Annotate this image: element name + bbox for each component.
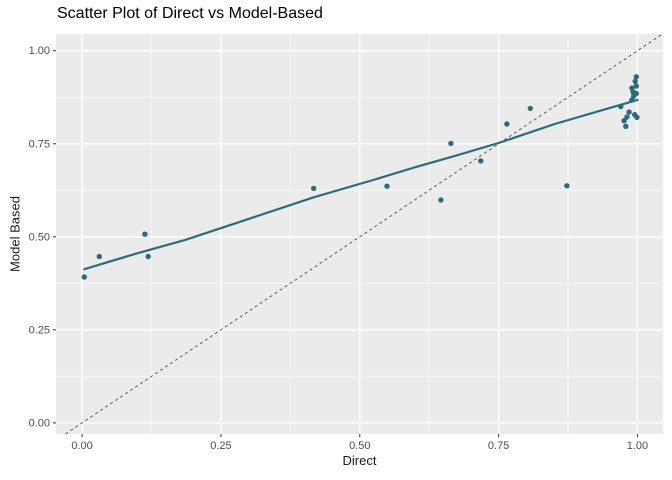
chart-title: Scatter Plot of Direct vs Model-Based [57, 5, 323, 22]
scatter-point [632, 78, 638, 85]
scatter-point [634, 114, 640, 121]
scatter-point [96, 253, 103, 260]
scatter-point [626, 109, 632, 115]
y-tick-label: 0.50 [29, 231, 50, 243]
scatter-point [633, 90, 639, 97]
x-tick-label: 0.25 [210, 440, 231, 452]
x-tick-label: 1.00 [627, 440, 648, 452]
scatter-point [81, 274, 88, 280]
x-tick-label: 0.50 [349, 440, 370, 452]
scatter-point [633, 83, 639, 89]
scatter-point [311, 185, 317, 192]
y-tick-label: 0.75 [29, 138, 50, 150]
scatter-point [564, 183, 570, 189]
scatter-point [504, 121, 510, 127]
y-axis-title: Model Based [7, 196, 23, 272]
x-axis-title: Direct [342, 453, 377, 468]
y-tick-label: 1.00 [29, 45, 50, 57]
scatter-point [384, 183, 390, 189]
trend-line [83, 98, 639, 271]
scatter-point [618, 103, 624, 110]
x-tick-label: 0.00 [71, 440, 92, 452]
y-tick-label: 0.00 [29, 417, 50, 429]
scatter-point [448, 140, 454, 147]
scatter-point [623, 123, 629, 129]
scatter-point [527, 105, 533, 112]
scatter-point [142, 231, 148, 237]
scatter-point [621, 118, 627, 124]
scatter-point [633, 74, 639, 80]
x-tick-label: 0.75 [488, 440, 509, 452]
scatter-point [478, 158, 484, 164]
scatter-point [624, 114, 630, 120]
scatter-point [438, 197, 444, 203]
scatter-point [145, 253, 151, 260]
y-tick-label: 0.25 [29, 324, 50, 336]
